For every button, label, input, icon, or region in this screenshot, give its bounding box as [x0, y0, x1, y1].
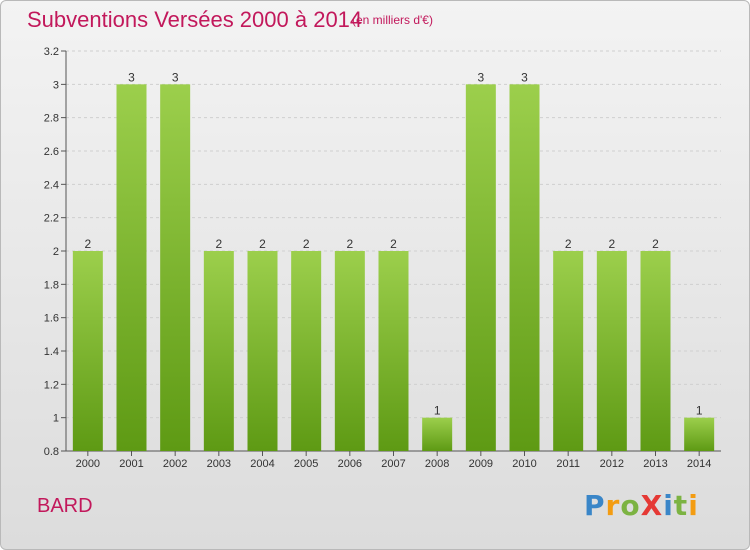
bar — [553, 251, 584, 451]
bar — [596, 251, 627, 451]
logo-letter: r — [605, 489, 621, 522]
data-label: 3 — [477, 70, 484, 84]
bar — [684, 417, 715, 451]
x-tick-label: 2014 — [687, 458, 711, 470]
data-label: 1 — [696, 404, 703, 418]
y-tick-label: 0.8 — [44, 446, 59, 458]
y-tick-label: 1.6 — [44, 313, 59, 325]
logo-letter: P — [584, 489, 606, 522]
bar — [509, 84, 540, 451]
x-tick-label: 2002 — [163, 458, 187, 470]
y-tick-label: 3 — [53, 79, 59, 91]
logo-letter: t — [673, 489, 689, 522]
x-tick-label: 2004 — [250, 458, 274, 470]
data-label: 2 — [390, 237, 397, 251]
x-tick-label: 2006 — [338, 458, 362, 470]
bar — [465, 84, 496, 451]
logo-letter: i — [663, 489, 674, 522]
x-tick-label: 2005 — [294, 458, 318, 470]
chart-title: Subventions Versées 2000 à 2014 — [27, 7, 363, 32]
logo-letter: X — [640, 489, 664, 522]
data-label: 2 — [303, 237, 310, 251]
data-label: 3 — [172, 70, 179, 84]
x-tick-label: 2012 — [600, 458, 624, 470]
proxiti-logo: ProXiti — [584, 489, 699, 522]
data-label: 2 — [565, 237, 572, 251]
y-tick-label: 1 — [53, 413, 59, 425]
x-tick-label: 2007 — [381, 458, 405, 470]
y-tick-label: 2.8 — [44, 113, 59, 125]
y-tick-label: 2.2 — [44, 213, 59, 225]
data-label: 2 — [84, 237, 91, 251]
data-label: 1 — [434, 404, 441, 418]
data-label: 2 — [215, 237, 222, 251]
bar — [160, 84, 191, 451]
bar — [72, 251, 103, 451]
y-tick-label: 1.2 — [44, 379, 59, 391]
data-label: 2 — [346, 237, 353, 251]
data-label: 2 — [652, 237, 659, 251]
x-tick-label: 2003 — [207, 458, 231, 470]
bar — [116, 84, 147, 451]
data-label: 3 — [521, 70, 528, 84]
y-tick-label: 2.4 — [44, 179, 59, 191]
y-tick-label: 1.4 — [44, 346, 59, 358]
x-tick-label: 2011 — [556, 458, 580, 470]
logo-letter: o — [620, 489, 641, 522]
bar — [422, 417, 453, 451]
place-name: BARD — [37, 495, 93, 517]
x-tick-label: 2000 — [76, 458, 100, 470]
x-tick-label: 2001 — [119, 458, 143, 470]
y-tick-label: 1.8 — [44, 279, 59, 291]
data-label: 2 — [259, 237, 266, 251]
bar — [291, 251, 322, 451]
bar — [203, 251, 234, 451]
x-tick-label: 2009 — [469, 458, 493, 470]
chart-subtitle: (en milliers d'€) — [352, 13, 433, 27]
y-tick-label: 2.6 — [44, 146, 59, 158]
bar — [640, 251, 671, 451]
bar — [334, 251, 365, 451]
bar — [247, 251, 278, 451]
data-label: 2 — [608, 237, 615, 251]
y-tick-label: 3.2 — [44, 46, 59, 58]
x-tick-label: 2013 — [643, 458, 667, 470]
bar — [378, 251, 409, 451]
y-tick-label: 2 — [53, 246, 59, 258]
x-tick-label: 2008 — [425, 458, 449, 470]
data-label: 3 — [128, 70, 135, 84]
x-tick-label: 2010 — [512, 458, 536, 470]
logo-letter: i — [688, 489, 699, 522]
